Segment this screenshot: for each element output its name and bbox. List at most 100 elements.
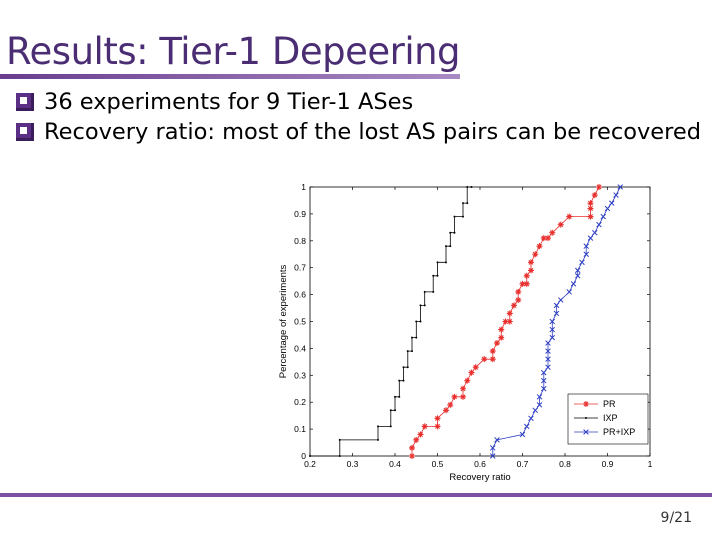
data-point-pr bbox=[443, 407, 449, 414]
data-point-pr-ixp bbox=[617, 184, 624, 190]
data-point-pr-ixp bbox=[553, 302, 560, 309]
data-point-ixp bbox=[406, 366, 409, 369]
data-point-pr-ixp bbox=[583, 251, 590, 258]
data-point-pr-ixp bbox=[579, 259, 585, 266]
data-point-ixp bbox=[402, 366, 405, 369]
data-point-pr bbox=[591, 192, 598, 199]
data-point-pr bbox=[464, 377, 471, 384]
data-point-pr bbox=[511, 302, 517, 309]
y-axis-label: Percentage of experiments bbox=[278, 264, 289, 378]
data-point-pr-ixp bbox=[545, 356, 551, 362]
x-tick-label: 0.7 bbox=[517, 459, 529, 469]
data-point-ixp bbox=[449, 231, 452, 234]
legend-label-pr: PR bbox=[603, 399, 616, 409]
x-tick-label: 0.5 bbox=[432, 459, 444, 469]
y-tick-label: 0.4 bbox=[294, 343, 306, 353]
data-point-ixp bbox=[466, 202, 469, 205]
data-point-pr-ixp bbox=[613, 192, 619, 198]
data-point-ixp bbox=[445, 261, 447, 264]
bullet-item: 36 experiments for 9 Tier-1 ASes bbox=[14, 88, 704, 116]
data-point-pr-ixp bbox=[536, 402, 543, 408]
data-point-ixp bbox=[402, 379, 405, 382]
bullet-text: 36 experiments for 9 Tier-1 ASes bbox=[44, 89, 414, 115]
x-tick-label: 1 bbox=[648, 459, 653, 469]
title-underline bbox=[0, 74, 460, 79]
data-point-pr-ixp bbox=[553, 310, 560, 317]
x-axis-label: Recovery ratio bbox=[449, 472, 510, 483]
bullet-list: 36 experiments for 9 Tier-1 ASes Recover… bbox=[14, 88, 704, 148]
data-point-ixp bbox=[394, 409, 396, 412]
bullet-item: Recovery ratio: most of the lost AS pair… bbox=[14, 118, 704, 146]
data-point-pr-ixp bbox=[528, 415, 534, 422]
x-tick-label: 0.4 bbox=[389, 459, 401, 469]
data-point-pr bbox=[494, 340, 500, 347]
data-point-pr bbox=[481, 356, 488, 363]
data-point-ixp bbox=[411, 350, 413, 353]
data-point-pr-ixp bbox=[523, 423, 530, 430]
x-tick-label: 0.6 bbox=[474, 459, 486, 469]
data-point-pr-ixp bbox=[545, 364, 551, 370]
data-point-pr-ixp bbox=[545, 348, 551, 354]
legend-marker-pr bbox=[583, 401, 589, 407]
data-point-ixp bbox=[415, 336, 418, 339]
y-tick-label: 0.9 bbox=[294, 209, 306, 219]
data-point-pr bbox=[409, 453, 415, 459]
data-point-ixp bbox=[423, 290, 426, 293]
data-point-pr bbox=[523, 280, 530, 287]
data-point-pr bbox=[515, 288, 522, 295]
data-point-pr bbox=[515, 296, 522, 303]
data-point-pr bbox=[460, 393, 466, 400]
data-point-pr bbox=[409, 444, 415, 451]
data-point-ixp bbox=[432, 274, 435, 277]
legend-label-pr-ixp: PR+IXP bbox=[603, 427, 635, 437]
data-point-ixp bbox=[423, 304, 426, 307]
data-point-pr-ixp bbox=[587, 235, 594, 241]
data-point-pr bbox=[587, 213, 594, 220]
data-point-pr-ixp bbox=[489, 453, 496, 459]
data-point-pr bbox=[587, 200, 594, 207]
data-point-ixp bbox=[436, 274, 439, 277]
x-tick-label: 0.9 bbox=[602, 459, 614, 469]
x-tick-label: 0.3 bbox=[347, 459, 359, 469]
data-point-ixp bbox=[432, 290, 435, 293]
data-point-pr bbox=[540, 235, 547, 242]
data-point-ixp bbox=[406, 350, 409, 353]
data-point-pr bbox=[468, 369, 475, 376]
recovery-cdf-chart: 0.2 0.3 0.4 0.5 0.6 0.7 0.8 0.9 1 0 0.1 0.2 0.3 0.4 0.… bbox=[278, 182, 653, 483]
data-point-ixp bbox=[445, 245, 447, 248]
data-point-pr-ixp bbox=[540, 377, 547, 384]
data-point-pr-ixp bbox=[545, 340, 551, 346]
data-point-pr bbox=[434, 415, 441, 422]
data-point-ixp bbox=[377, 438, 379, 441]
data-point-ixp bbox=[411, 336, 413, 339]
footer-rule bbox=[0, 493, 712, 497]
data-point-pr-ixp bbox=[549, 318, 556, 325]
data-point-pr bbox=[587, 205, 594, 212]
data-point-pr-ixp bbox=[489, 445, 496, 451]
data-point-pr bbox=[596, 184, 602, 190]
data-point-pr bbox=[472, 364, 479, 371]
data-point-pr bbox=[498, 326, 505, 333]
legend-box bbox=[567, 393, 649, 445]
data-point-ixp bbox=[415, 320, 418, 323]
data-point-ixp bbox=[462, 215, 464, 218]
data-point-pr-ixp bbox=[570, 281, 577, 287]
y-tick-label: 0.8 bbox=[294, 236, 306, 246]
data-point-ixp bbox=[394, 395, 396, 398]
square-bullet-icon bbox=[16, 123, 34, 141]
data-point-pr bbox=[506, 318, 513, 325]
data-point-pr bbox=[536, 243, 543, 250]
data-point-ixp bbox=[453, 215, 456, 218]
data-point-pr-ixp bbox=[494, 437, 500, 443]
page-number: 9/21 bbox=[660, 510, 692, 526]
bullet-text: Recovery ratio: most of the lost AS pair… bbox=[44, 119, 701, 145]
slide-title: Results: Tier-1 Depeering bbox=[6, 30, 461, 73]
legend-marker-ixp bbox=[585, 417, 587, 419]
data-point-pr bbox=[460, 385, 466, 392]
data-point-pr-ixp bbox=[583, 243, 590, 249]
data-point-ixp bbox=[377, 425, 379, 428]
data-point-pr bbox=[549, 229, 556, 236]
data-point-pr bbox=[519, 280, 526, 287]
data-point-ixp bbox=[436, 261, 439, 264]
y-tick-label: 0.2 bbox=[294, 397, 306, 407]
